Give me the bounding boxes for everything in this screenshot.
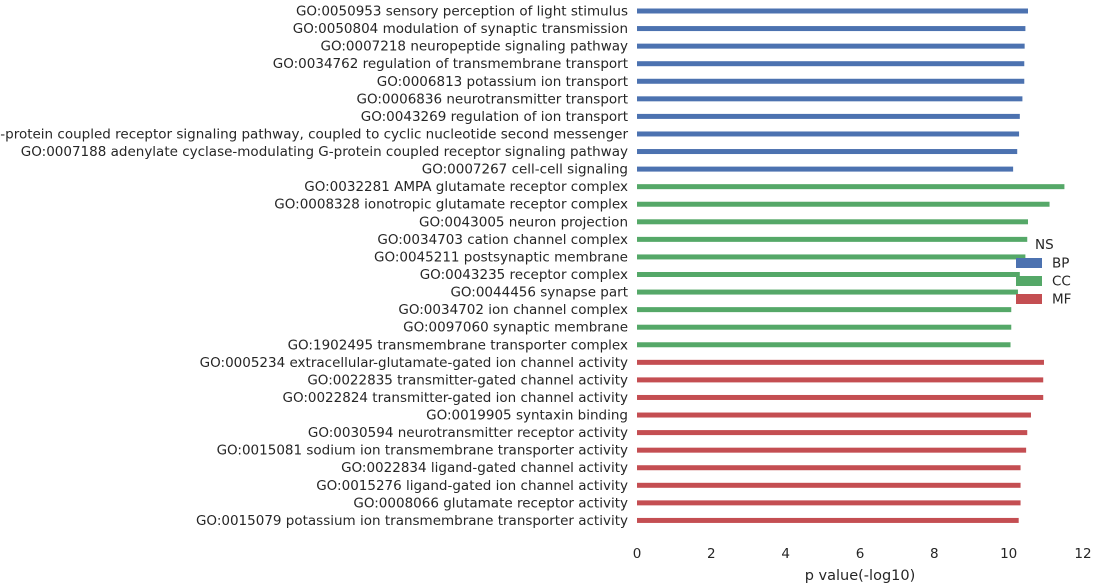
category-label-25: GO:0030594 neurotransmitter receptor act… [308, 425, 628, 441]
x-tick-label-10: 10 [1000, 546, 1017, 562]
category-label-1: GO:0050953 sensory perception of light s… [296, 4, 628, 20]
category-label-8: GO:0007187 G-protein coupled receptor si… [0, 126, 628, 142]
bar-cc-14 [637, 236, 1028, 242]
category-label-12: GO:0008328 ionotropic glutamate receptor… [274, 197, 628, 213]
category-label-28: GO:0015276 ligand-gated ion channel acti… [316, 478, 628, 494]
bar-cc-13 [637, 219, 1028, 225]
bar-bp-8 [637, 131, 1020, 137]
category-label-3: GO:0007218 neuropeptide signaling pathwa… [321, 39, 629, 55]
bar-cc-16 [637, 272, 1020, 277]
category-label-19: GO:0097060 synaptic membrane [403, 320, 628, 336]
x-tick-label-2: 2 [707, 546, 716, 562]
category-label-21: GO:0005234 extracellular-glutamate-gated… [200, 355, 628, 371]
category-label-26: GO:0015081 sodium ion transmembrane tran… [217, 443, 628, 459]
legend-title: NS [1035, 237, 1054, 253]
category-label-29: GO:0008066 glutamate receptor activity [353, 495, 628, 511]
bars-group [637, 8, 1065, 523]
category-labels: GO:0050953 sensory perception of light s… [0, 4, 628, 529]
bar-bp-10 [637, 166, 1014, 172]
category-label-30: GO:0015079 potassium ion transmembrane t… [196, 513, 628, 529]
category-label-17: GO:0044456 synapse part [450, 285, 628, 301]
legend-label-cc: CC [1052, 274, 1071, 290]
category-label-11: GO:0032281 AMPA glutamate receptor compl… [304, 179, 628, 195]
legend-swatch-bp [1016, 258, 1042, 268]
category-label-10: GO:0007267 cell-cell signaling [422, 162, 628, 178]
bar-cc-15 [637, 254, 1026, 260]
bar-bp-3 [637, 43, 1025, 49]
x-tick-label-8: 8 [930, 546, 939, 562]
x-tick-label-0: 0 [633, 546, 642, 562]
x-tick-labels: 0 2 4 6 8 10 12 [633, 546, 1092, 562]
bar-bp-9 [637, 149, 1018, 155]
bar-mf-22 [637, 377, 1044, 383]
legend-label-bp: BP [1052, 256, 1069, 272]
category-label-7: GO:0043269 regulation of ion transport [361, 109, 628, 125]
bar-mf-23 [637, 394, 1044, 400]
x-tick-label-4: 4 [781, 546, 790, 562]
category-label-27: GO:0022834 ligand-gated channel activity [341, 460, 628, 476]
bar-mf-30 [637, 517, 1019, 523]
bar-cc-17 [637, 289, 1018, 295]
category-label-15: GO:0045211 postsynaptic membrane [374, 249, 628, 265]
x-axis-title: p value(-log10) [805, 568, 916, 584]
category-label-14: GO:0034703 cation channel complex [377, 232, 628, 248]
category-label-13: GO:0043005 neuron projection [419, 214, 628, 230]
category-label-5: GO:0006813 potassium ion transport [377, 74, 628, 90]
legend-swatch-mf [1016, 294, 1042, 304]
bar-bp-1 [637, 8, 1028, 14]
category-label-4: GO:0034762 regulation of transmembrane t… [273, 56, 628, 72]
bar-cc-18 [637, 307, 1012, 313]
bar-bp-6 [637, 96, 1023, 102]
x-tick-label-12: 12 [1074, 546, 1091, 562]
bar-mf-26 [637, 447, 1027, 453]
category-label-9: GO:0007188 adenylate cyclase-modulating … [21, 144, 628, 160]
legend-swatch-cc [1016, 276, 1042, 286]
bar-cc-11 [637, 184, 1065, 190]
bar-mf-24 [637, 412, 1031, 418]
bar-mf-25 [637, 430, 1028, 436]
category-label-24: GO:0019905 syntaxin binding [426, 408, 628, 424]
bar-mf-21 [637, 359, 1044, 365]
bar-cc-20 [637, 342, 1011, 348]
bar-mf-28 [637, 482, 1021, 488]
bar-mf-27 [637, 465, 1021, 471]
bar-bp-4 [637, 61, 1025, 67]
category-label-16: GO:0043235 receptor complex [420, 267, 628, 283]
legend-label-mf: MF [1052, 292, 1071, 308]
bar-cc-19 [637, 324, 1012, 330]
bar-bp-5 [637, 78, 1025, 84]
category-label-18: GO:0034702 ion channel complex [398, 302, 628, 318]
bar-bp-7 [637, 113, 1020, 119]
category-label-23: GO:0022824 transmitter-gated ion channel… [282, 390, 628, 406]
bar-cc-12 [637, 201, 1050, 207]
category-label-20: GO:1902495 transmembrane transporter com… [288, 337, 628, 353]
bar-mf-29 [637, 500, 1021, 506]
category-label-22: GO:0022835 transmitter-gated channel act… [307, 372, 628, 388]
category-label-6: GO:0006836 neurotransmitter transport [357, 91, 628, 107]
x-tick-label-6: 6 [856, 546, 865, 562]
legend: NS BP CC MF [1016, 237, 1071, 308]
bar-bp-2 [637, 26, 1026, 32]
category-label-2: GO:0050804 modulation of synaptic transm… [293, 21, 628, 37]
